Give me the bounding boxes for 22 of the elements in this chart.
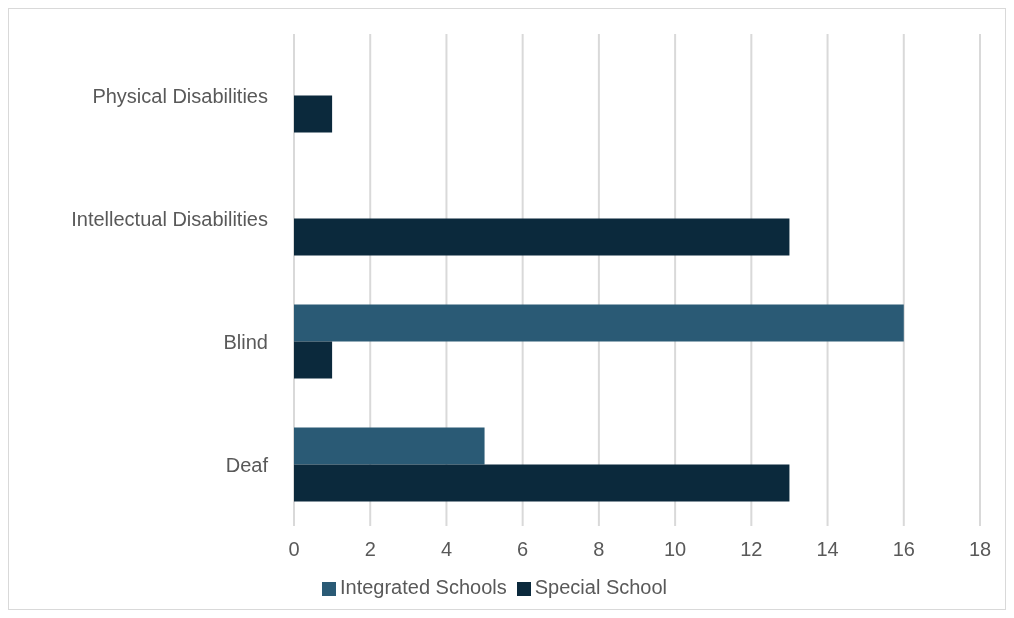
x-tick-label: 16 bbox=[892, 538, 915, 561]
y-tick-label: Physical Disabilities bbox=[92, 84, 268, 107]
bar bbox=[294, 464, 790, 502]
bar bbox=[294, 304, 904, 342]
legend-label: Integrated Schools bbox=[339, 576, 507, 598]
x-tick-label: 4 bbox=[440, 538, 453, 561]
y-tick-label: Deaf bbox=[225, 453, 269, 476]
legend-label: Special School bbox=[534, 576, 668, 598]
x-tick-label: 10 bbox=[663, 538, 687, 561]
x-tick-label: 18 bbox=[968, 538, 992, 561]
x-tick-label: 2 bbox=[364, 538, 376, 561]
bar bbox=[294, 341, 333, 379]
bar bbox=[294, 218, 790, 256]
y-tick-label: Intellectual Disabilities bbox=[71, 207, 268, 230]
x-tick-label: 6 bbox=[517, 538, 529, 561]
x-tick-label: 0 bbox=[288, 538, 300, 561]
bar bbox=[294, 427, 485, 465]
x-tick-label: 14 bbox=[816, 538, 839, 561]
x-tick-label: 12 bbox=[740, 538, 763, 561]
bar bbox=[294, 95, 333, 133]
x-tick-label: 8 bbox=[593, 538, 605, 561]
y-tick-label: Blind bbox=[223, 330, 268, 353]
